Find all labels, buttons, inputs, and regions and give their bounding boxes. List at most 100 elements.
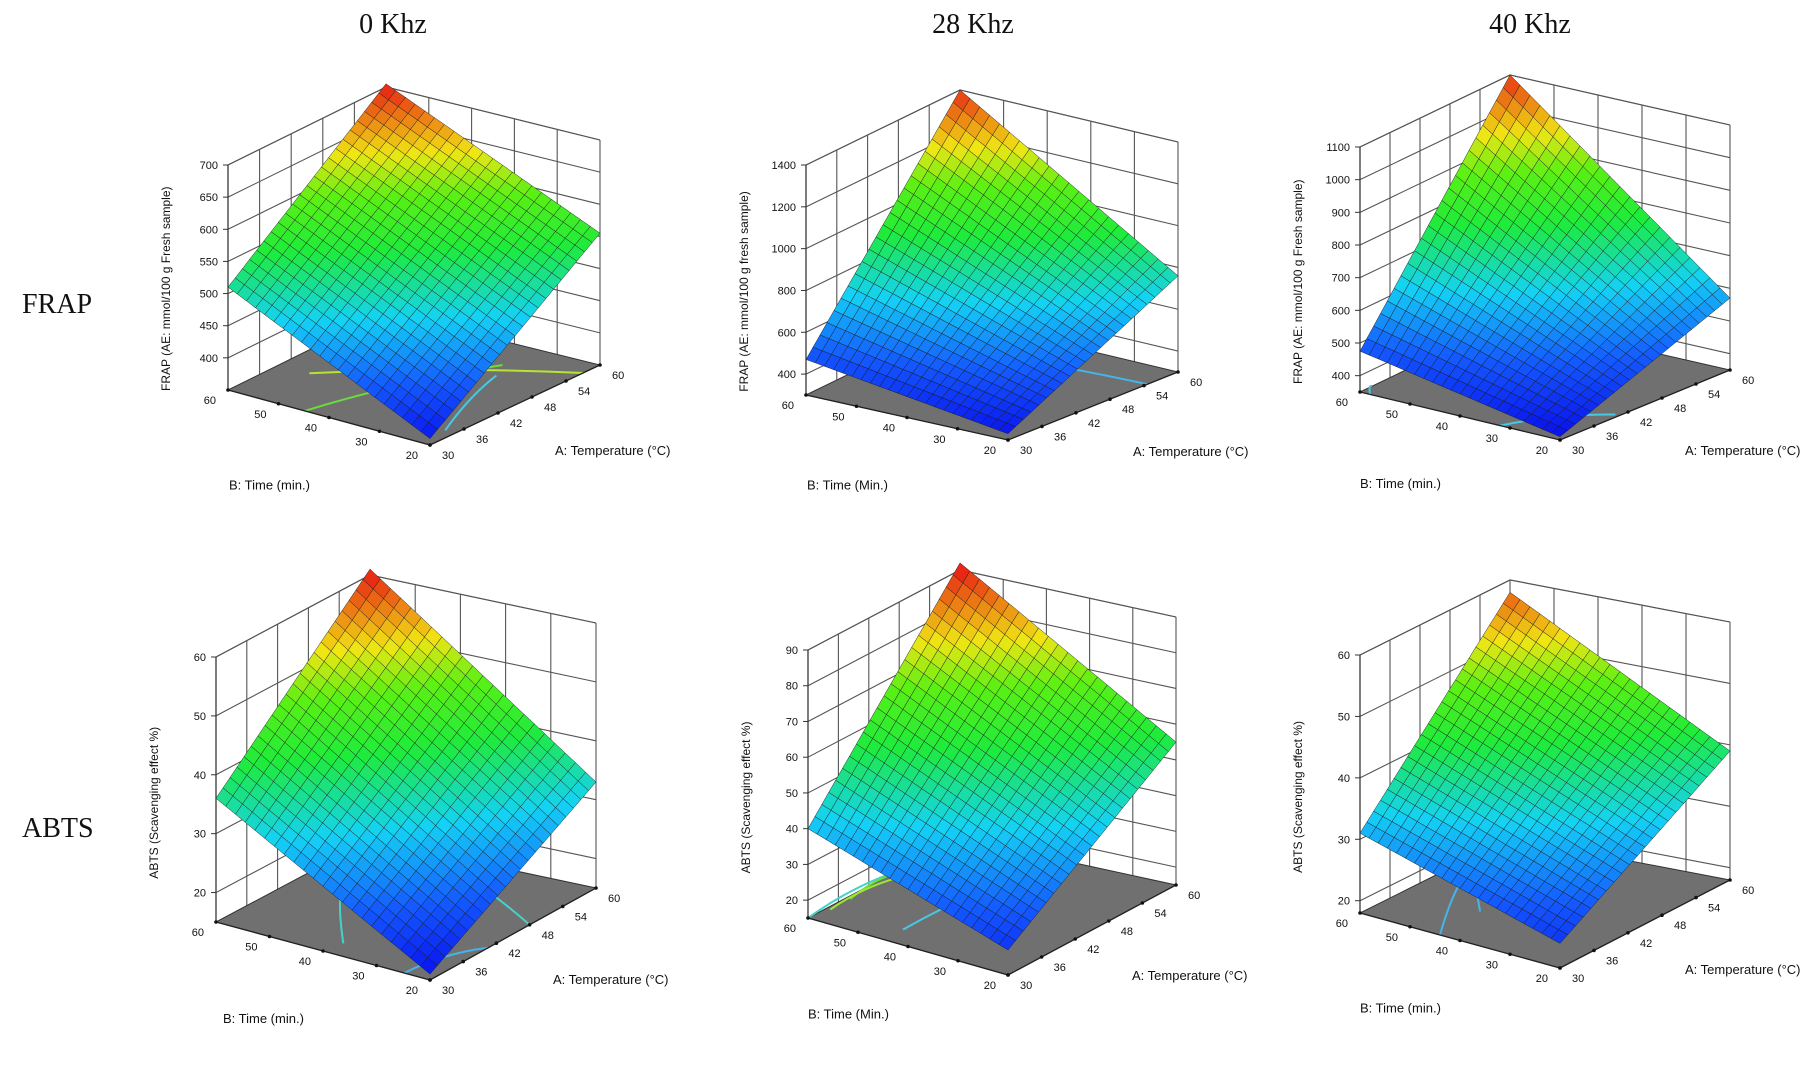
x-axis-label: A: Temperature (°C) [555, 443, 671, 458]
y-tick [955, 426, 960, 431]
z-tick-label: 800 [1332, 240, 1350, 252]
y-tick-label: 40 [299, 956, 311, 968]
x-tick-label: 36 [1054, 962, 1066, 974]
y-tick-label: 40 [1436, 946, 1448, 958]
floor-contour [444, 374, 498, 431]
row-label-frap: FRAP [22, 289, 92, 320]
x-tick [1694, 895, 1698, 900]
y-tick [1558, 438, 1562, 442]
y-tick-label: 20 [984, 445, 996, 457]
z-tick-label: 60 [194, 652, 206, 664]
y-tick-label: 60 [192, 927, 204, 939]
z-tick-label: 400 [1332, 371, 1350, 383]
y-tick [267, 934, 272, 939]
y-tick [1458, 938, 1462, 943]
y-tick-label: 20 [984, 980, 996, 992]
surface-mesh [807, 562, 1177, 951]
y-tick-label: 20 [406, 985, 418, 997]
x-tick-label: 36 [475, 967, 487, 979]
y-tick-label: 30 [355, 436, 367, 448]
z-tick-label: 40 [786, 824, 798, 836]
x-tick-label: 48 [1121, 926, 1133, 938]
x-tick-label: 36 [1054, 431, 1066, 443]
z-tick-label: 400 [200, 353, 218, 365]
x-tick-label: 30 [1020, 980, 1032, 992]
x-tick-label: 60 [1742, 375, 1754, 387]
x-tick-label: 30 [1572, 973, 1584, 985]
x-tick-label: 54 [1154, 908, 1166, 920]
y-tick-label: 60 [784, 923, 796, 935]
z-tick-label: 600 [200, 224, 218, 236]
x-axis-label: A: Temperature (°C) [553, 972, 669, 987]
x-tick [1176, 370, 1180, 374]
z-tick-label: 80 [786, 681, 798, 693]
col-title-28khz: 28 Khz [932, 9, 1014, 40]
col-title-40khz: 40 Khz [1489, 9, 1571, 40]
z-tick-label: 60 [786, 752, 798, 764]
x-tick-label: 30 [1020, 445, 1032, 457]
y-tick [856, 930, 860, 935]
x-tick-label: 54 [575, 911, 587, 923]
surface-cell [998, 934, 1016, 951]
y-tick-labels: 20 30 40 50 60 [1336, 911, 1562, 985]
x-tick-label: 54 [1708, 389, 1720, 401]
y-tick [226, 388, 230, 392]
y-tick-label: 40 [1436, 421, 1448, 433]
y-tick-label: 50 [1386, 932, 1398, 944]
z-axis-label: ABTS (Scavenging effect %) [147, 727, 161, 879]
y-tick [214, 920, 218, 924]
x-axis-label: A: Temperature (°C) [1685, 962, 1800, 977]
y-tick [377, 429, 382, 434]
x-tick [462, 427, 466, 431]
x-tick [1626, 410, 1630, 414]
x-tick-label: 48 [1674, 920, 1686, 932]
x-tick-label: 42 [510, 418, 522, 430]
x-tick [1039, 955, 1044, 959]
z-tick-label: 550 [200, 256, 218, 268]
y-tick-label: 50 [834, 937, 846, 949]
y-tick [374, 963, 379, 968]
x-tick-label: 42 [1640, 938, 1652, 950]
y-tick-labels: 20 30 40 50 60 [204, 388, 432, 462]
x-tick [561, 904, 565, 909]
x-tick-label: 60 [1188, 890, 1200, 902]
y-tick-label: 40 [884, 952, 896, 964]
x-tick-labels: 30 36 42 48 54 60 [1006, 370, 1202, 457]
z-tick-label: 500 [1332, 338, 1350, 350]
floor-contour [338, 898, 345, 944]
y-tick [854, 404, 859, 409]
z-tick-labels: 400 500 600 700 800 900 1000 1100 [1326, 142, 1360, 383]
z-tick-label: 20 [1338, 896, 1350, 908]
x-tick [1074, 411, 1078, 415]
y-tick-label: 60 [1336, 918, 1348, 930]
x-tick [1142, 383, 1146, 388]
y-tick-label: 60 [1336, 397, 1348, 409]
y-tick [956, 958, 960, 963]
y-tick-label: 60 [782, 400, 794, 412]
x-tick-label: 54 [578, 386, 590, 398]
x-tick-label: 60 [612, 370, 624, 382]
z-tick-label: 50 [194, 711, 206, 723]
x-tick [1728, 878, 1732, 882]
y-tick [428, 978, 432, 982]
surface-cell [1550, 426, 1569, 437]
x-tick [527, 923, 532, 927]
z-tick-label: 650 [200, 192, 218, 204]
z-axis-label: FRAP (AE: mmol/100 g fresh sample) [737, 191, 751, 392]
x-tick [496, 411, 500, 415]
surface-cell [1550, 929, 1569, 944]
y-tick-labels: 20 30 40 50 60 [782, 393, 1010, 457]
y-tick-label: 50 [832, 411, 844, 423]
y-tick [321, 949, 325, 953]
z-tick-label: 600 [1332, 305, 1350, 317]
y-axis-label: B: Time (Min.) [808, 1007, 889, 1022]
z-tick-label: 800 [778, 285, 796, 297]
y-tick-label: 30 [933, 434, 945, 446]
y-axis-label: B: Time (min.) [223, 1011, 304, 1026]
surface-mesh [215, 568, 597, 975]
x-tick-label: 36 [1606, 431, 1618, 443]
x-tick [1660, 913, 1664, 917]
col-title-0khz: 0 Khz [359, 9, 427, 40]
surface-cell [420, 422, 439, 439]
x-axis-label: A: Temperature (°C) [1685, 443, 1800, 458]
